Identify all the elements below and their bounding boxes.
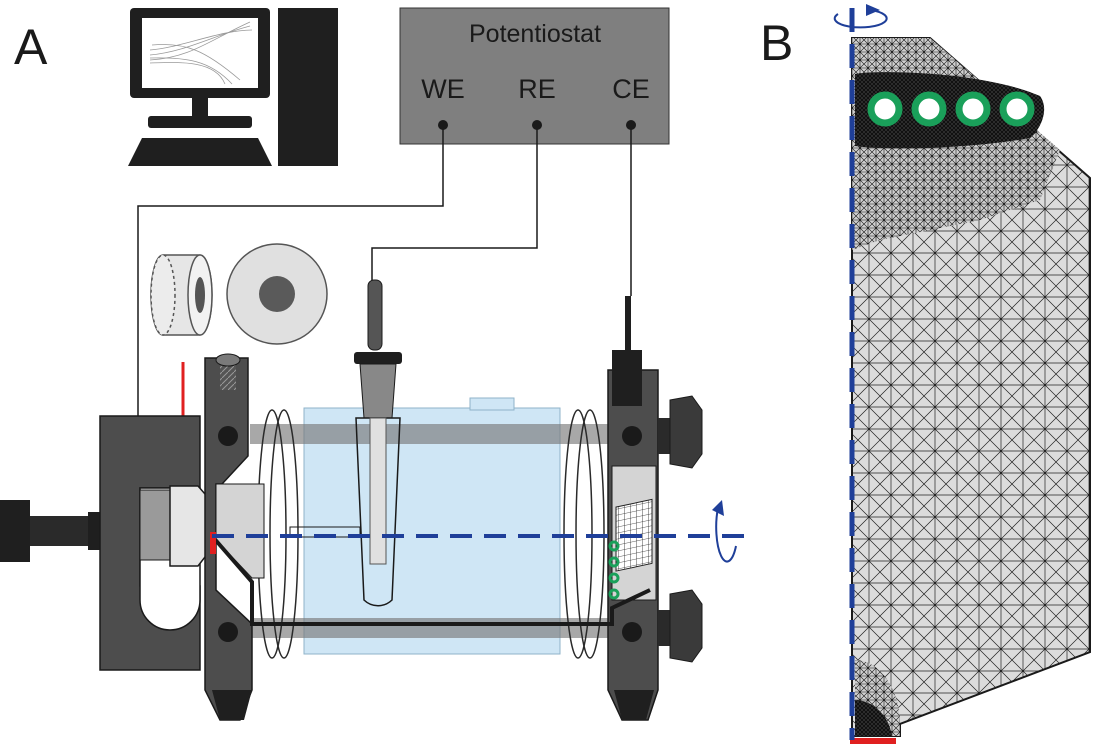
electrolyte-chamber (250, 397, 610, 655)
mesh-region-dense-coil (855, 72, 1045, 149)
left-housing (99, 353, 265, 721)
electrode-insert-front-view (226, 243, 328, 345)
cell-outline (210, 534, 651, 626)
re-wire (371, 125, 538, 284)
potentiostat: Potentiostat WE RE CE (399, 7, 670, 145)
electrode-insert-side-view (150, 254, 213, 336)
wires (137, 125, 632, 420)
working-electrode-surface (210, 532, 216, 554)
panel-b-label: B (760, 15, 793, 71)
we-wire (137, 125, 444, 420)
coil-rings-a (608, 540, 620, 600)
terminal-re-label: RE (518, 74, 556, 104)
monitor-base (148, 116, 252, 128)
monitor-stand (192, 98, 208, 116)
keyboard (128, 138, 272, 166)
screen-curves (149, 21, 253, 85)
mesh-region-dense-edge (855, 700, 892, 736)
terminal-ce-label: CE (612, 74, 650, 104)
panel-a-label: A (14, 19, 48, 75)
mesh-domain (851, 37, 1091, 737)
tower-case (278, 8, 338, 166)
potentiostat-title: Potentiostat (469, 20, 601, 48)
working-electrode-boundary (850, 738, 896, 744)
coil-rings-b (867, 91, 1035, 127)
reference-electrode (354, 279, 402, 607)
rotation-arrow-icon (712, 500, 737, 563)
rotation-arrow-icon-b (833, 4, 888, 29)
terminal-we-label: WE (421, 74, 465, 104)
computer-icon (128, 8, 338, 166)
